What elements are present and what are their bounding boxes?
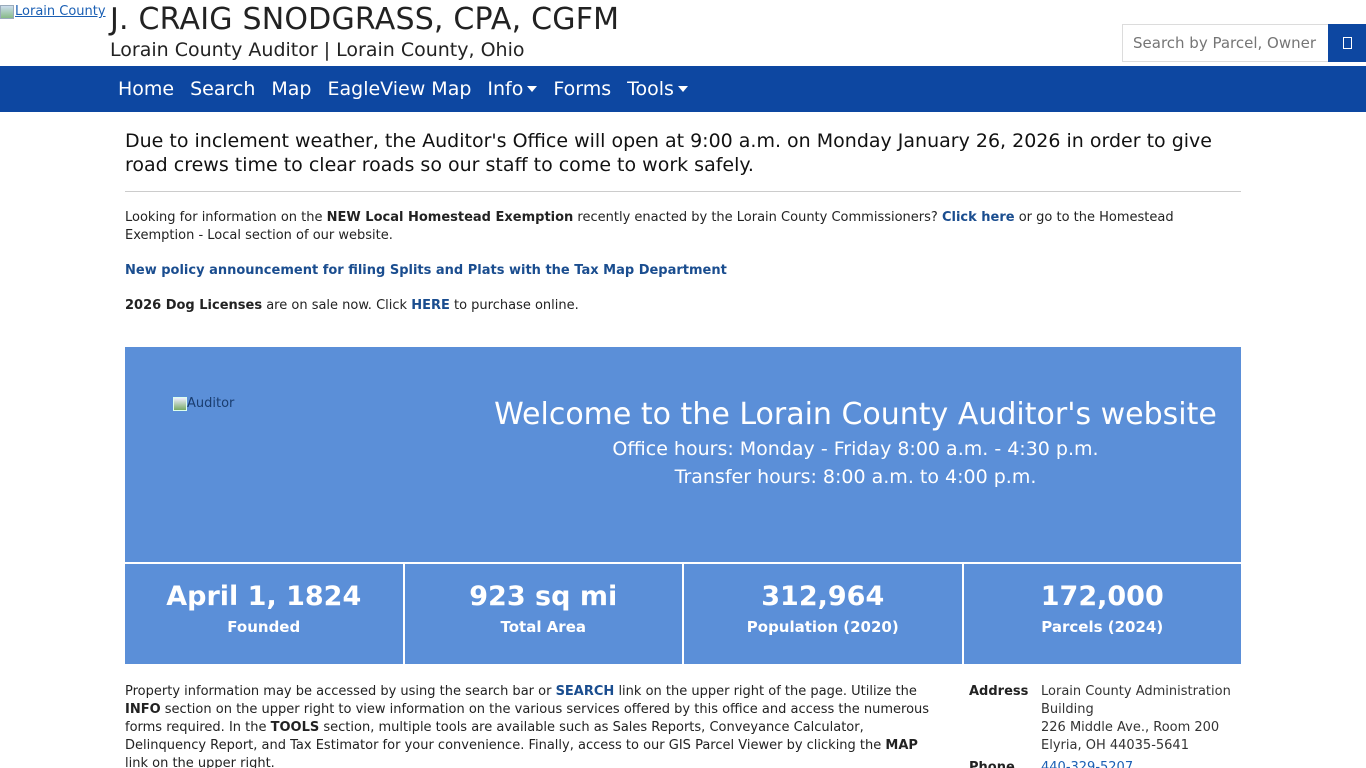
address-line: Elyria, OH 44035-5641 (1041, 738, 1189, 753)
tools-bold: TOOLS (270, 720, 320, 735)
text: section, multiple tools are available su… (125, 720, 886, 753)
weather-alert: Due to inclement weather, the Auditor's … (125, 112, 1241, 192)
stat-label: Total Area (500, 618, 586, 636)
homestead-click-here-link[interactable]: Click here (941, 210, 1015, 225)
dog-license-notice: 2026 Dog Licenses are on sale now. Click… (125, 297, 1241, 315)
stat-label: Population (2020) (746, 618, 899, 636)
stat-value: 312,964 (761, 581, 885, 612)
search-button[interactable] (1328, 24, 1366, 62)
address-line: 226 Middle Ave., Room 200 (1041, 720, 1220, 735)
nav-search[interactable]: Search (182, 78, 263, 100)
auditor-image: Auditor (173, 396, 234, 411)
welcome-hero: Auditor Welcome to the Lorain County Aud… (125, 347, 1241, 562)
welcome-title: Welcome to the Lorain County Auditor's w… (494, 397, 1217, 432)
broken-image-icon (173, 396, 187, 411)
nav-label: Forms (553, 78, 612, 100)
stat-value: April 1, 1824 (166, 581, 362, 612)
header-search (1122, 24, 1366, 62)
homestead-notice: Looking for information on the NEW Local… (125, 209, 1241, 245)
text: to purchase online. (449, 298, 579, 313)
nav-eagleview-map[interactable]: EagleView Map (320, 78, 480, 100)
logo-alt-text: Lorain County (15, 4, 106, 19)
address-value: Lorain County Administration Building 22… (1041, 683, 1241, 755)
text: or go to the Homestead Exemption - Local… (125, 210, 1174, 243)
main-content: Due to inclement weather, the Auditor's … (125, 112, 1241, 768)
address-row: Address Lorain County Administration Bui… (969, 683, 1241, 755)
office-hours: Office hours: Monday - Friday 8:00 a.m. … (612, 438, 1099, 460)
caret-down-icon (677, 86, 688, 92)
nav-label: EagleView Map (327, 78, 472, 100)
stat-parcels: 172,000 Parcels (2024) (963, 564, 1241, 664)
nav-label: Search (190, 78, 256, 100)
site-title: J. CRAIG SNODGRASS, CPA, CGFM (110, 2, 620, 37)
caret-down-icon (527, 86, 538, 92)
address-label: Address (969, 684, 1029, 699)
map-bold: MAP (885, 738, 918, 753)
nav-label: Map (271, 78, 312, 100)
nav-label: Tools (627, 78, 674, 100)
text: section on the upper right to view infor… (125, 702, 930, 735)
text: recently enacted by the Lorain County Co… (573, 210, 942, 225)
nav-label: Info (487, 78, 524, 100)
stat-founded: April 1, 1824 Founded (125, 564, 403, 664)
nav-info-dropdown[interactable]: Info (479, 78, 545, 100)
homestead-bold: NEW Local Homestead Exemption (326, 210, 574, 225)
text: Property information may be accessed by … (125, 684, 556, 699)
search-icon (1342, 37, 1352, 49)
dog-license-bold: 2026 Dog Licenses (125, 298, 263, 313)
stat-population: 312,964 Population (2020) (684, 564, 962, 664)
site-header: Lorain County J. CRAIG SNODGRASS, CPA, C… (0, 0, 1366, 66)
search-input[interactable] (1122, 24, 1328, 62)
text: are on sale now. Click (262, 298, 412, 313)
contact-info: Address Lorain County Administration Bui… (969, 683, 1241, 768)
info-bold: INFO (125, 702, 161, 717)
text: link on the upper right. (125, 756, 275, 768)
dog-license-here-link[interactable]: HERE (411, 298, 450, 313)
nav-map[interactable]: Map (263, 78, 319, 100)
stat-value: 923 sq mi (469, 581, 618, 612)
bottom-section: Property information may be accessed by … (125, 683, 1241, 768)
image-alt-text: Auditor (187, 396, 235, 411)
site-subtitle: Lorain County Auditor | Lorain County, O… (110, 39, 525, 61)
county-stats: April 1, 1824 Founded 923 sq mi Total Area… (125, 564, 1241, 664)
phone-link[interactable]: 440-329-5207 (1041, 760, 1134, 768)
stat-label: Parcels (2024) (1041, 618, 1164, 636)
property-info-text: Property information may be accessed by … (125, 683, 944, 768)
text: link on the upper right of the page. Uti… (614, 684, 917, 699)
county-logo-link[interactable]: Lorain County (0, 4, 106, 19)
phone-label: Phone (969, 760, 1015, 768)
text: Looking for information on the (125, 210, 327, 225)
nav-forms[interactable]: Forms (545, 78, 619, 100)
nav-home[interactable]: Home (110, 78, 182, 100)
stat-label: Founded (227, 618, 301, 636)
address-line: Lorain County Administration Building (1041, 684, 1231, 717)
nav-label: Home (118, 78, 175, 100)
search-link[interactable]: SEARCH (555, 684, 615, 699)
hero-text: Welcome to the Lorain County Auditor's w… (470, 397, 1241, 488)
stat-total-area: 923 sq mi Total Area (404, 564, 682, 664)
policy-announcement-link[interactable]: New policy announcement for filing Split… (125, 263, 727, 278)
policy-notice: New policy announcement for filing Split… (125, 262, 1241, 280)
phone-row: Phone 440-329-5207 (969, 759, 1241, 768)
transfer-hours: Transfer hours: 8:00 a.m. to 4:00 p.m. (674, 466, 1037, 488)
main-navbar: Home Search Map EagleView Map Info Forms… (0, 66, 1366, 112)
stat-value: 172,000 (1040, 581, 1164, 612)
nav-tools-dropdown[interactable]: Tools (619, 78, 696, 100)
broken-image-icon (0, 4, 14, 19)
